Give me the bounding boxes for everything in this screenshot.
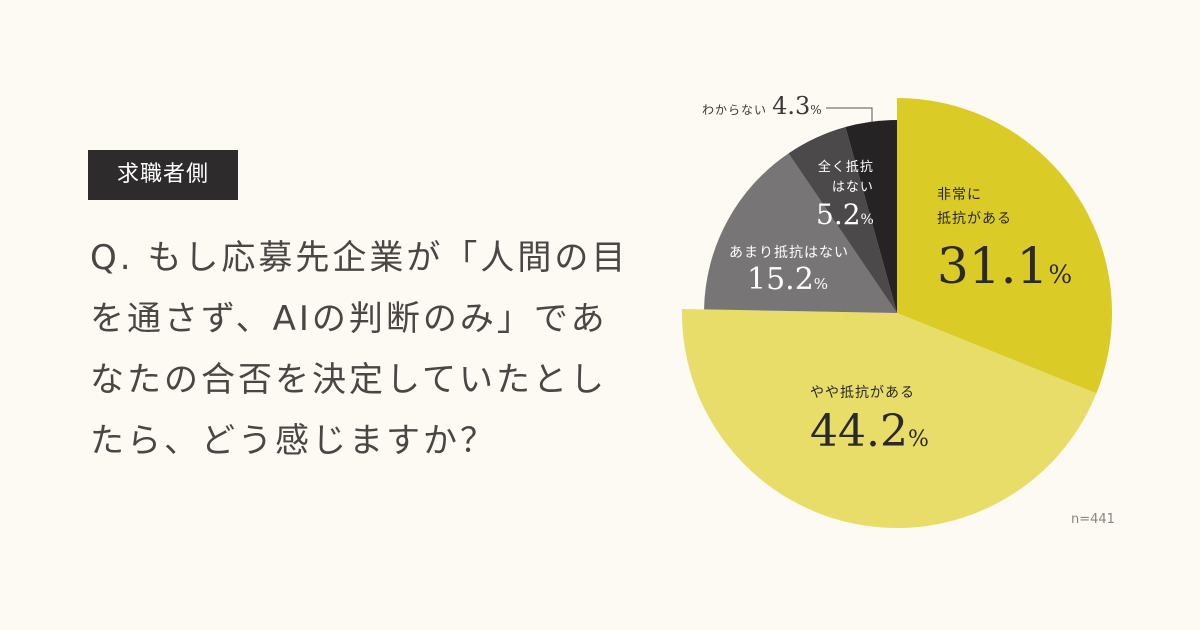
- slice-value: 5.2%: [816, 198, 874, 231]
- pie-slice-2: [704, 153, 897, 313]
- slice-category: わからない: [702, 103, 768, 117]
- leader-line-dont-know: [826, 107, 873, 122]
- label-not-very-resistant: あまり抵抗はない 15.2%: [729, 242, 849, 297]
- slice-value: 31.1%: [937, 237, 1073, 295]
- slice-value: 15.2%: [747, 262, 829, 297]
- pie-slice-4: [845, 120, 897, 313]
- category-badge: 求職者側: [88, 150, 238, 200]
- question-text: Q. もし応募先企業が「人間の目を通さず、AIの判断のみ」であなたの合否を決定し…: [90, 238, 629, 461]
- slice-category: やや抵抗がある: [810, 385, 915, 401]
- sample-size: n=441: [1071, 512, 1115, 527]
- slice-value: 44.2%: [810, 406, 929, 457]
- slice-category: 全く抵抗 はない: [817, 160, 874, 195]
- slice-value: 4.3%: [772, 92, 822, 120]
- pie-slice-1: [682, 308, 1097, 529]
- slice-category: 非常に 抵抗がある: [937, 187, 1012, 227]
- label-dont-know: わからない 4.3%: [702, 92, 822, 120]
- pie-slice-0: [897, 98, 1112, 394]
- slice-category: あまり抵抗はない: [729, 245, 849, 261]
- pie-slice-3: [788, 127, 897, 313]
- label-not-at-all-resistant: 全く抵抗 はない 5.2%: [800, 158, 874, 231]
- label-very-resistant: 非常に 抵抗がある 31.1%: [937, 183, 1072, 295]
- label-somewhat-resistant: やや抵抗がある 44.2%: [810, 382, 929, 457]
